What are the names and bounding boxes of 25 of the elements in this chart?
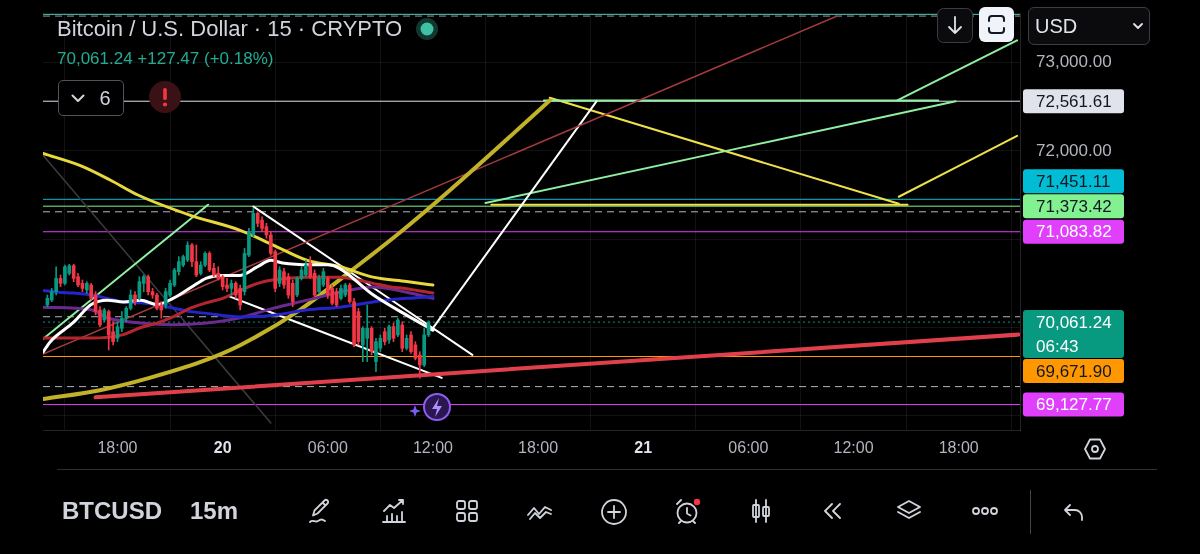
- x-tick-label: 18:00: [97, 439, 138, 457]
- x-tick-label: 21: [634, 439, 653, 457]
- x-tick-label: 12:00: [833, 439, 874, 457]
- y-tick-label: 72,000.00: [1036, 140, 1112, 160]
- annotation: 6: [99, 86, 111, 110]
- text: BTCUSD: [62, 497, 162, 525]
- x-tick-label: 18:00: [518, 439, 559, 457]
- ref-line-label: 69,127.77: [1036, 395, 1112, 415]
- x-tick-label: 06:00: [307, 439, 348, 457]
- ref-line-label: 71,083.82: [1036, 222, 1112, 242]
- ref-line-label: 70,061.24 06:43: [1036, 312, 1112, 356]
- ref-line-label: 72,561.61: [1036, 91, 1112, 111]
- ref-line-label: 69,671.90: [1036, 361, 1112, 381]
- collapse-button: 6: [58, 80, 124, 116]
- ref-line-label: 71,373.42: [1036, 196, 1112, 216]
- ref-line-label: 71,451.11: [1036, 171, 1111, 191]
- text: 15m: [190, 497, 239, 525]
- y-tick-label: 73,000.00: [1036, 52, 1112, 72]
- dropdown: USD: [1028, 7, 1150, 45]
- x-tick-label: 18:00: [938, 439, 979, 457]
- x-tick-label: 06:00: [728, 439, 769, 457]
- chart-title: Bitcoin / U.S. Dollar · 15 · CRYPTO: [57, 16, 403, 41]
- x-tick-label: 12:00: [412, 439, 454, 457]
- x-tick-label: 20: [213, 439, 232, 457]
- text: 70,061.24 +127.47 (+0.18%): [57, 48, 274, 70]
